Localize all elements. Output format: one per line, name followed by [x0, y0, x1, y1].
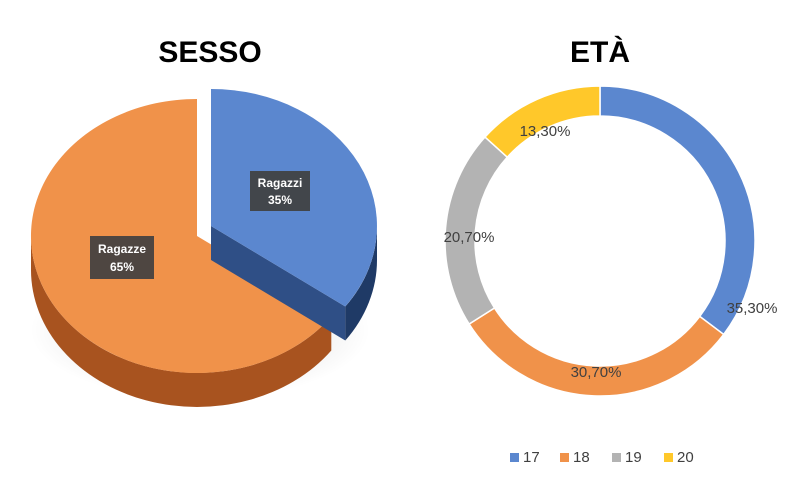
- data-label-ragazzi-box: [250, 171, 310, 211]
- donut-segment-18: [468, 306, 725, 397]
- legend-label-18: 18: [573, 449, 590, 466]
- eta-chart: ETÀ 35,30% 30,70% 20,70% 13,30% 17 18 19…: [444, 35, 778, 466]
- donut-segment-17: [599, 85, 756, 336]
- data-label-ragazzi-value: 35%: [268, 193, 292, 207]
- legend: 17 18 19 20: [510, 449, 694, 466]
- data-label-ragazzi: Ragazzi 35%: [250, 171, 310, 211]
- eta-chart-title: ETÀ: [570, 35, 630, 69]
- pie-slice-ragazzi-inner-wall: [211, 226, 346, 341]
- legend-label-17: 17: [523, 449, 540, 466]
- legend-label-19: 19: [625, 449, 642, 466]
- legend-label-20: 20: [677, 449, 694, 466]
- legend-swatch-18: [560, 453, 569, 462]
- sesso-chart: SESSO Ragazzi 35% Ragazze 65%: [30, 36, 377, 407]
- donut-segment-20: [483, 85, 601, 159]
- pie-slice-ragazze-side: [31, 236, 332, 407]
- legend-swatch-20: [664, 453, 673, 462]
- donut-label-17: 35,30%: [727, 300, 778, 317]
- sesso-chart-title: SESSO: [158, 36, 261, 69]
- donut-label-19: 20,70%: [444, 229, 495, 246]
- pie-slice-ragazzi-side: [345, 226, 377, 341]
- donut-label-18: 30,70%: [571, 364, 622, 381]
- data-label-ragazze: Ragazze 65%: [90, 236, 154, 279]
- data-label-ragazzi-name: Ragazzi: [258, 176, 303, 190]
- legend-swatch-17: [510, 453, 519, 462]
- data-label-ragazze-box: [90, 236, 154, 279]
- legend-swatch-19: [612, 453, 621, 462]
- pie-slice-ragazze: [30, 98, 332, 373]
- data-label-ragazze-value: 65%: [110, 260, 134, 274]
- data-label-ragazze-name: Ragazze: [98, 242, 146, 256]
- donut-label-20: 13,30%: [520, 123, 571, 140]
